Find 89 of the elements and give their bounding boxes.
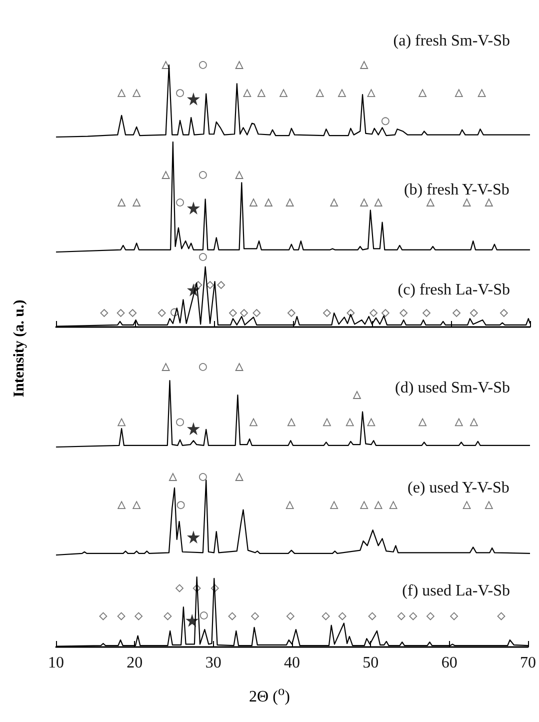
point <box>164 612 172 620</box>
point <box>162 363 170 371</box>
point <box>235 61 244 69</box>
point <box>323 418 331 426</box>
point <box>367 89 376 98</box>
point <box>409 612 418 620</box>
point <box>198 253 207 261</box>
point <box>170 308 178 316</box>
point <box>128 309 137 317</box>
point <box>280 89 288 98</box>
point <box>134 612 143 620</box>
point <box>478 89 486 98</box>
y-axis-title: Intensity (a. u.) <box>12 298 28 400</box>
point <box>240 309 248 317</box>
point <box>217 281 226 289</box>
x-axis-title: 2Θ ($^{o}$) <box>248 683 291 706</box>
point <box>454 418 463 426</box>
point <box>418 89 427 98</box>
point <box>117 612 126 620</box>
x-tick-label: 70 <box>520 654 536 672</box>
point <box>322 612 330 620</box>
text: (e) used Y-V-Sb <box>407 480 510 496</box>
point <box>360 61 368 69</box>
point <box>470 418 478 426</box>
point <box>497 612 506 620</box>
point <box>346 309 355 317</box>
point <box>251 612 259 620</box>
point <box>287 309 296 317</box>
point <box>422 309 430 317</box>
point <box>158 309 166 317</box>
x-tick-label: 40 <box>284 654 300 672</box>
point <box>162 61 170 69</box>
point <box>118 418 126 426</box>
text: (f) used La-V-Sb <box>402 582 510 600</box>
point <box>118 89 126 98</box>
point <box>426 612 434 620</box>
x-tick-label: 50 <box>362 654 379 672</box>
point <box>186 422 200 436</box>
point <box>229 309 237 317</box>
point <box>381 309 390 317</box>
point <box>367 418 376 426</box>
point <box>176 418 184 426</box>
point <box>500 309 508 317</box>
point <box>186 92 200 106</box>
point <box>116 309 125 317</box>
point <box>470 309 478 317</box>
point <box>176 584 184 592</box>
point <box>257 89 266 98</box>
point <box>132 89 141 98</box>
x-tick-label: 10 <box>48 654 64 672</box>
point <box>192 584 201 592</box>
text: (b) fresh Y-V-Sb <box>404 182 510 198</box>
point <box>250 418 258 426</box>
point <box>452 309 460 317</box>
point <box>243 89 252 98</box>
point <box>370 309 378 317</box>
text: (d) used Sm-V-Sb <box>395 380 510 396</box>
point <box>346 418 354 426</box>
point <box>287 418 296 426</box>
point <box>286 612 294 620</box>
text: (a) fresh Sm-V-Sb <box>393 32 510 50</box>
point <box>200 612 208 620</box>
point <box>99 612 108 620</box>
point <box>206 281 214 289</box>
point <box>252 309 261 317</box>
series-label: (c) fresh La-V-Sb <box>398 282 510 298</box>
point <box>450 612 458 620</box>
point <box>397 612 406 620</box>
point <box>235 363 244 371</box>
point <box>381 117 390 126</box>
point <box>210 584 219 592</box>
point <box>100 309 108 317</box>
point <box>228 612 236 620</box>
point <box>194 281 202 289</box>
point <box>338 612 346 620</box>
point <box>454 89 463 98</box>
point <box>353 391 361 399</box>
point <box>198 61 207 69</box>
point <box>323 309 331 317</box>
point <box>338 89 346 98</box>
point <box>198 363 207 371</box>
point <box>316 89 324 98</box>
point <box>418 418 427 426</box>
x-tick-label: 20 <box>126 654 143 672</box>
x-tick-label: 30 <box>205 654 222 672</box>
point <box>176 89 184 98</box>
point <box>368 612 376 620</box>
x-tick-label: 60 <box>441 654 458 672</box>
point <box>400 309 408 317</box>
